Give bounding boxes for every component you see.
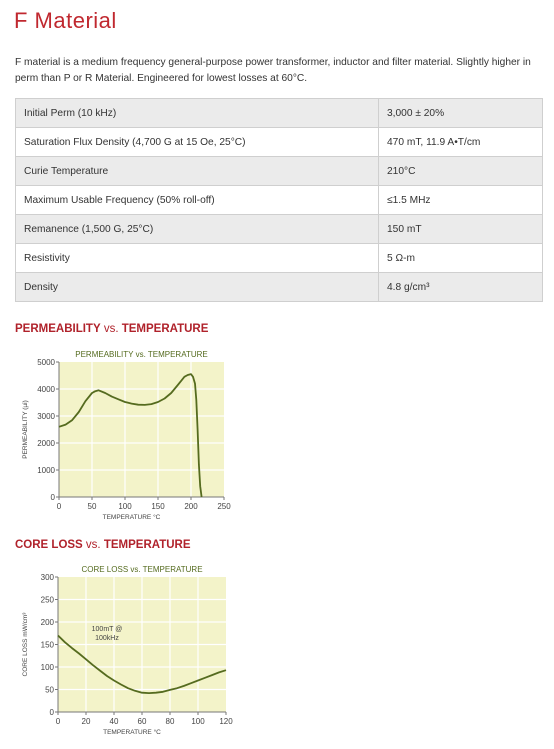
series-line [58, 373, 203, 498]
property-value: 4.8 g/cm³ [378, 272, 543, 302]
property-value: 5 Ω-m [378, 243, 543, 273]
x-tick-label: 150 [151, 502, 165, 511]
property-row: Remanence (1,500 G, 25°C) 150 mT [15, 214, 543, 244]
property-row: Density 4.8 g/cm³ [15, 272, 543, 302]
property-value: 3,000 ± 20% [378, 98, 543, 128]
core-loss-heading: CORE LOSS vs. TEMPERATURE [15, 539, 191, 551]
property-value: ≤1.5 MHz [378, 185, 543, 215]
property-name: Maximum Usable Frequency (50% roll-off) [15, 185, 379, 215]
page-title: F Material [14, 8, 117, 33]
y-tick-label: 100 [41, 663, 55, 672]
property-name: Resistivity [15, 243, 379, 273]
x-tick-label: 50 [88, 502, 97, 511]
chart-title: CORE LOSS vs. TEMPERATURE [81, 565, 202, 574]
property-row: Initial Perm (10 kHz) 3,000 ± 20% [15, 98, 543, 128]
x-tick-label: 100 [191, 717, 205, 726]
y-tick-label: 250 [41, 596, 55, 605]
property-row: Curie Temperature 210°C [15, 156, 543, 186]
x-tick-label: 120 [219, 717, 233, 726]
y-tick-label: 4000 [37, 385, 55, 394]
x-tick-label: 20 [82, 717, 91, 726]
y-axis-label: PERMEABILITY (µi) [22, 400, 29, 459]
core-loss-chart: 0 50 100 150 200 250 300 0 20 40 60 80 100 120 CORE LO… [22, 565, 233, 736]
property-name: Saturation Flux Density (4,700 G at 15 O… [15, 127, 379, 157]
permeability-heading: PERMEABILITY vs. TEMPERATURE [15, 323, 209, 335]
x-tick-label: 250 [217, 502, 231, 511]
y-tick-label: 5000 [37, 358, 55, 367]
x-tick-label: 40 [110, 717, 119, 726]
x-tick-label: 80 [166, 717, 175, 726]
y-tick-label: 1000 [37, 466, 55, 475]
property-row: Maximum Usable Frequency (50% roll-off) ≤… [15, 185, 543, 215]
chart-annotation: 100mT @100kHz [92, 626, 123, 642]
x-tick-label: 0 [57, 502, 62, 511]
x-axis-label: TEMPERATURE °C [103, 728, 161, 736]
material-description: F material is a medium frequency general… [15, 57, 531, 84]
y-tick-label: 0 [51, 493, 56, 502]
y-tick-label: 50 [45, 686, 54, 695]
y-tick-label: 200 [41, 618, 55, 627]
y-tick-label: 2000 [37, 439, 55, 448]
property-value: 210°C [378, 156, 543, 186]
x-tick-label: 60 [138, 717, 147, 726]
property-row: Saturation Flux Density (4,700 G at 15 O… [15, 127, 543, 157]
series-line [57, 634, 227, 694]
property-row: Resistivity 5 Ω-m [15, 243, 543, 273]
y-tick-label: 0 [50, 708, 55, 717]
y-axis-label: CORE LOSS mW/cm³ [22, 612, 29, 677]
property-name: Remanence (1,500 G, 25°C) [15, 214, 379, 244]
x-tick-label: 100 [118, 502, 132, 511]
y-tick-label: 150 [41, 641, 55, 650]
y-tick-label: 3000 [37, 412, 55, 421]
permeability-chart: 0 1000 2000 3000 4000 5000 0 50 100 150 200 250 PERM… [22, 350, 231, 521]
x-tick-label: 200 [184, 502, 198, 511]
chart-title: PERMEABILITY vs. TEMPERATURE [75, 350, 207, 359]
y-tick-label: 300 [41, 573, 55, 582]
x-tick-label: 0 [56, 717, 61, 726]
property-value: 470 mT, 11.9 A•T/cm [378, 127, 543, 157]
property-value: 150 mT [378, 214, 543, 244]
property-name: Density [15, 272, 379, 302]
property-name: Initial Perm (10 kHz) [15, 98, 379, 128]
properties-table: Initial Perm (10 kHz) 3,000 ± 20% Saturati… [15, 98, 543, 302]
x-axis-label: TEMPERATURE °C [103, 513, 161, 521]
plot-area [59, 362, 224, 497]
property-name: Curie Temperature [15, 156, 379, 186]
